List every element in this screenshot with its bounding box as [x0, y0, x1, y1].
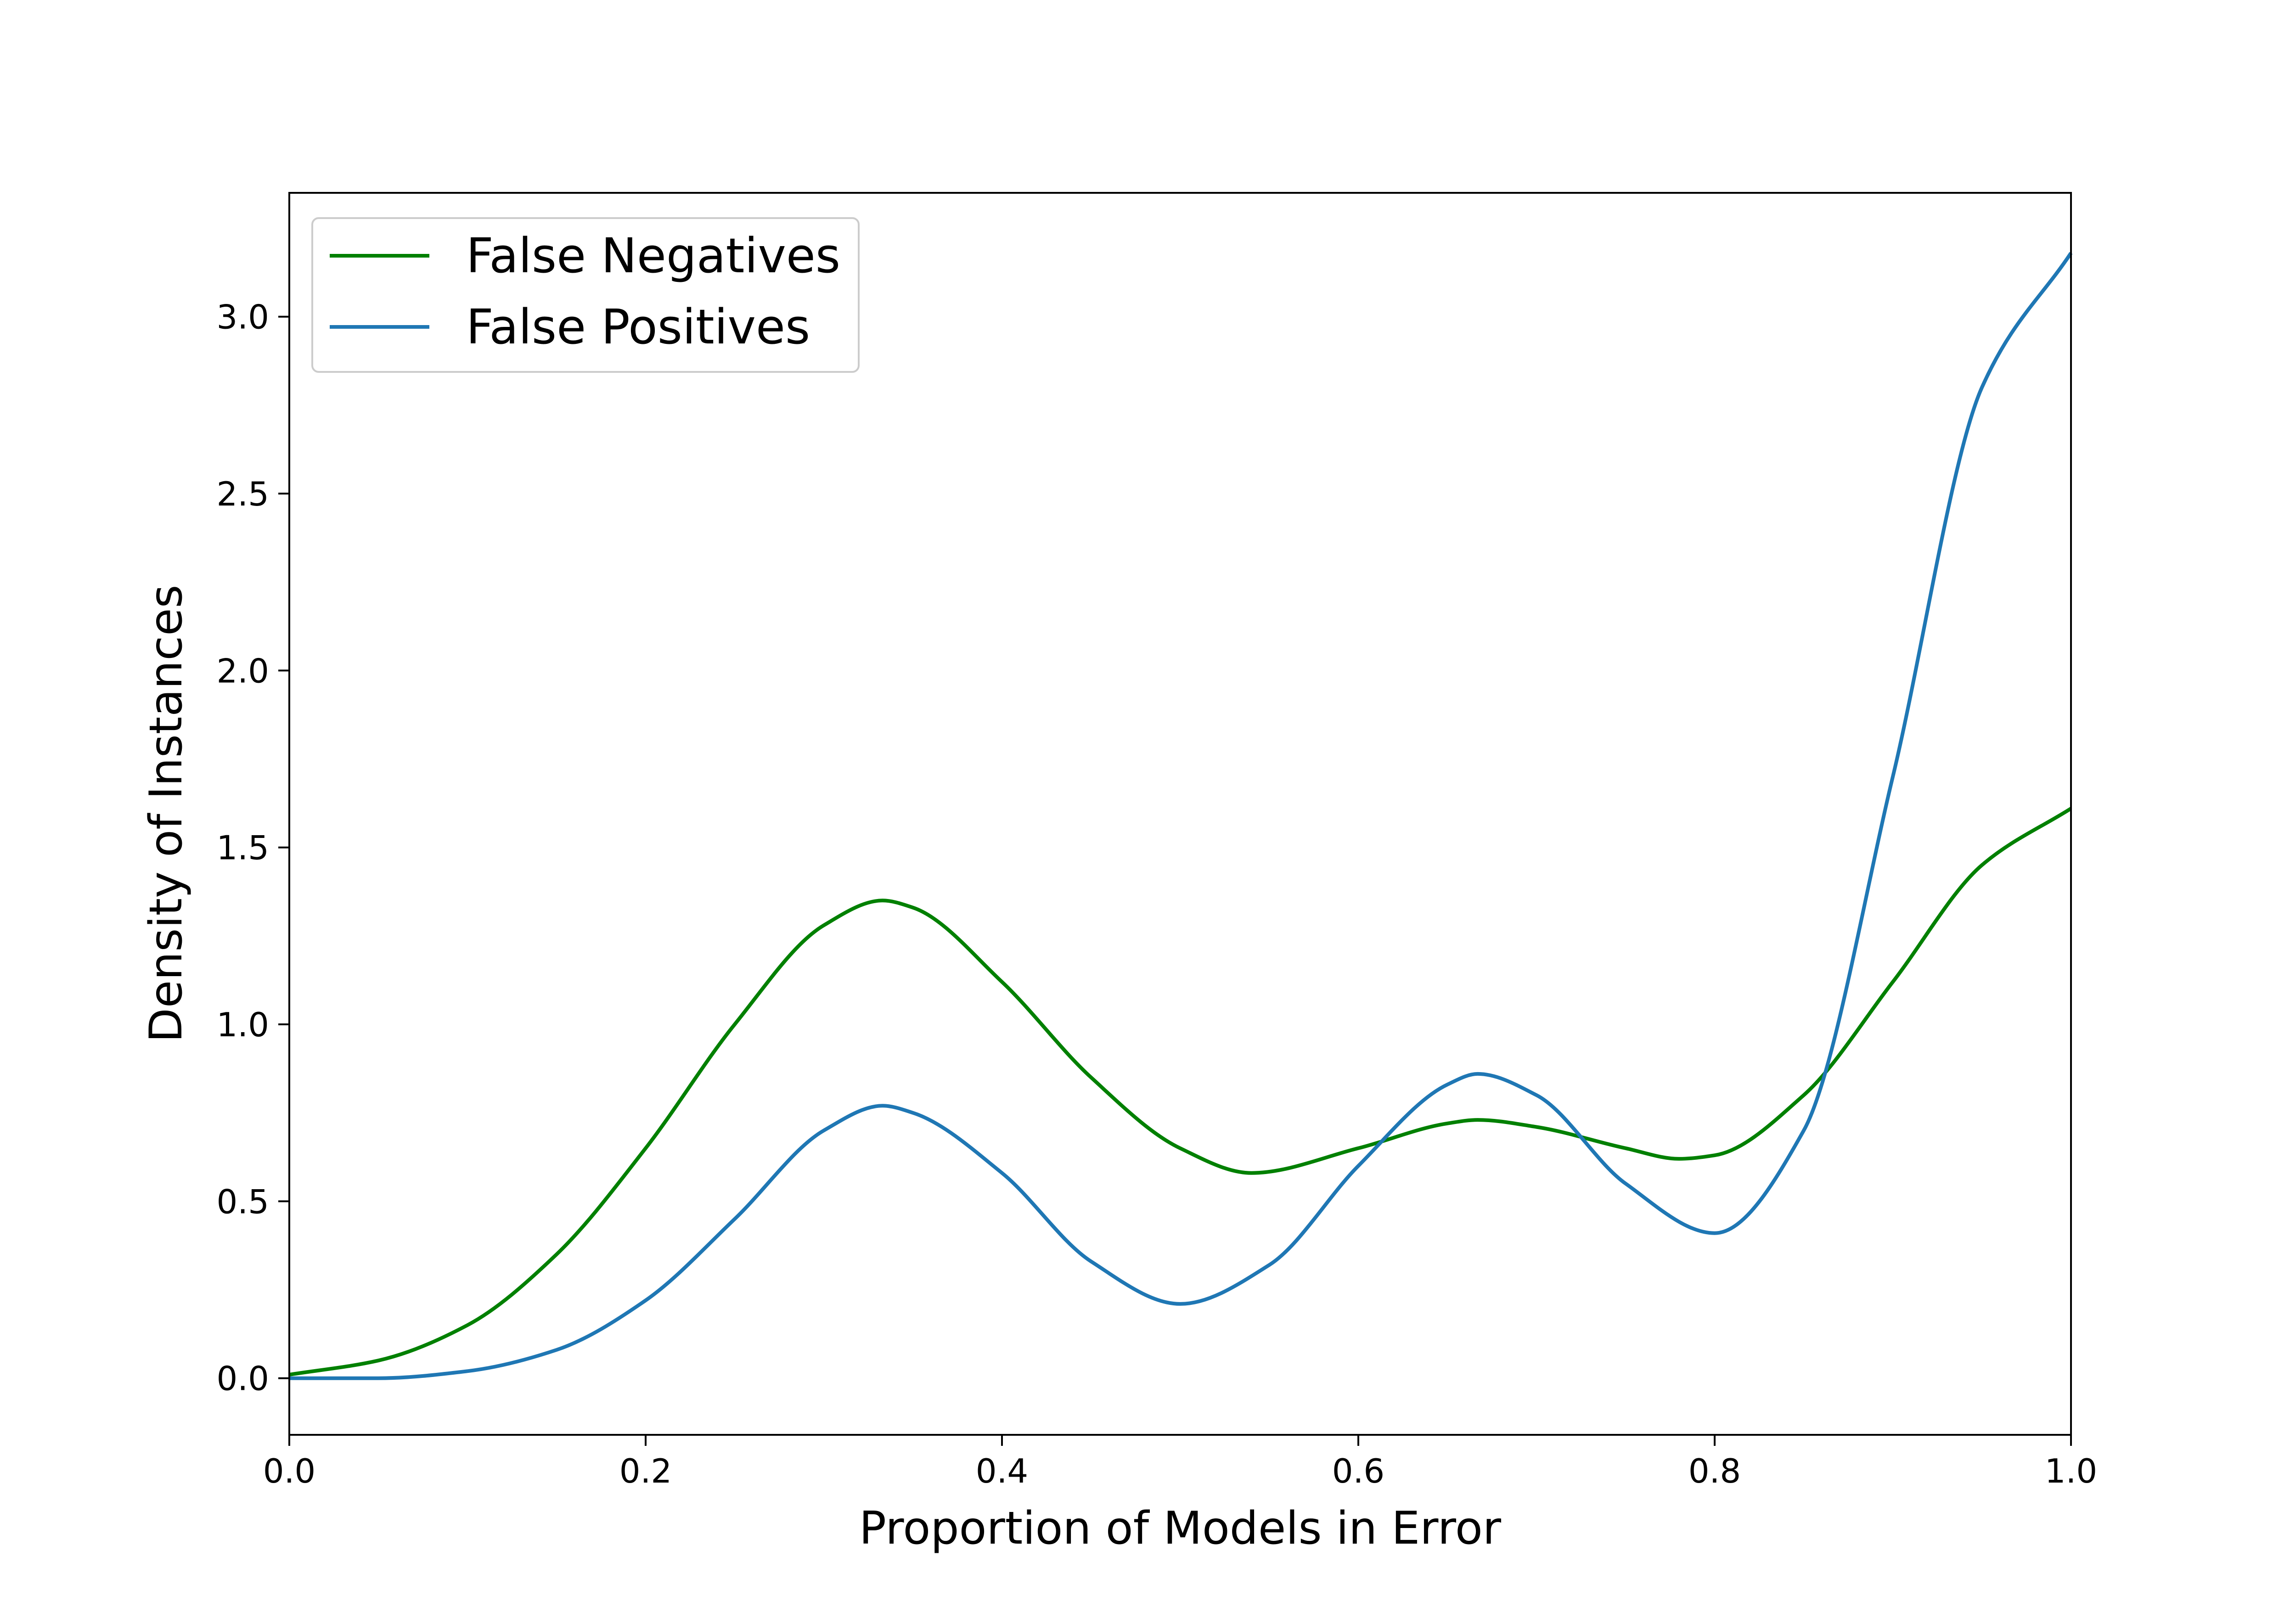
y-tick-label: 3.0: [216, 298, 269, 337]
y-tick-label: 0.0: [216, 1360, 269, 1398]
series-line-false-negatives: [289, 807, 2072, 1377]
x-tick-label: 0.4: [976, 1452, 1029, 1490]
x-tick-label: 1.0: [2045, 1452, 2098, 1490]
legend-label-false-negatives: False Negatives: [466, 228, 840, 284]
y-tick-label: 1.0: [216, 1006, 269, 1044]
x-axis-label: Proportion of Models in Error: [859, 1502, 1502, 1555]
y-tick-label: 1.5: [216, 829, 269, 867]
y-axis-ticks: 0.0 0.5 1.0 1.5 2.0 2.5 3.0: [216, 298, 289, 1398]
legend-label-false-positives: False Positives: [466, 299, 810, 355]
series-line-false-positives: [289, 252, 2073, 1380]
y-tick-label: 0.5: [216, 1182, 269, 1221]
y-axis-label: Density of Instances: [140, 584, 192, 1042]
x-axis-ticks: 0.0 0.2 0.4 0.6 0.8 1.0: [263, 1435, 2098, 1490]
legend-box: [311, 217, 860, 373]
x-tick-label: 0.8: [1688, 1452, 1741, 1490]
legend: False Negatives False Positives: [311, 217, 860, 373]
series-layer: [289, 252, 2073, 1380]
y-tick-label: 2.0: [216, 652, 269, 690]
x-tick-label: 0.6: [1332, 1452, 1385, 1490]
plot-frame: [288, 192, 2072, 1436]
x-tick-label: 0.2: [619, 1452, 672, 1490]
y-tick-label: 2.5: [216, 475, 269, 513]
x-tick-label: 0.0: [263, 1452, 316, 1490]
